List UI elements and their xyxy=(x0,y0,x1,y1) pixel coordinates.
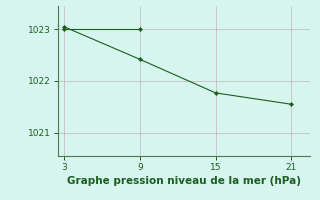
X-axis label: Graphe pression niveau de la mer (hPa): Graphe pression niveau de la mer (hPa) xyxy=(67,176,301,186)
